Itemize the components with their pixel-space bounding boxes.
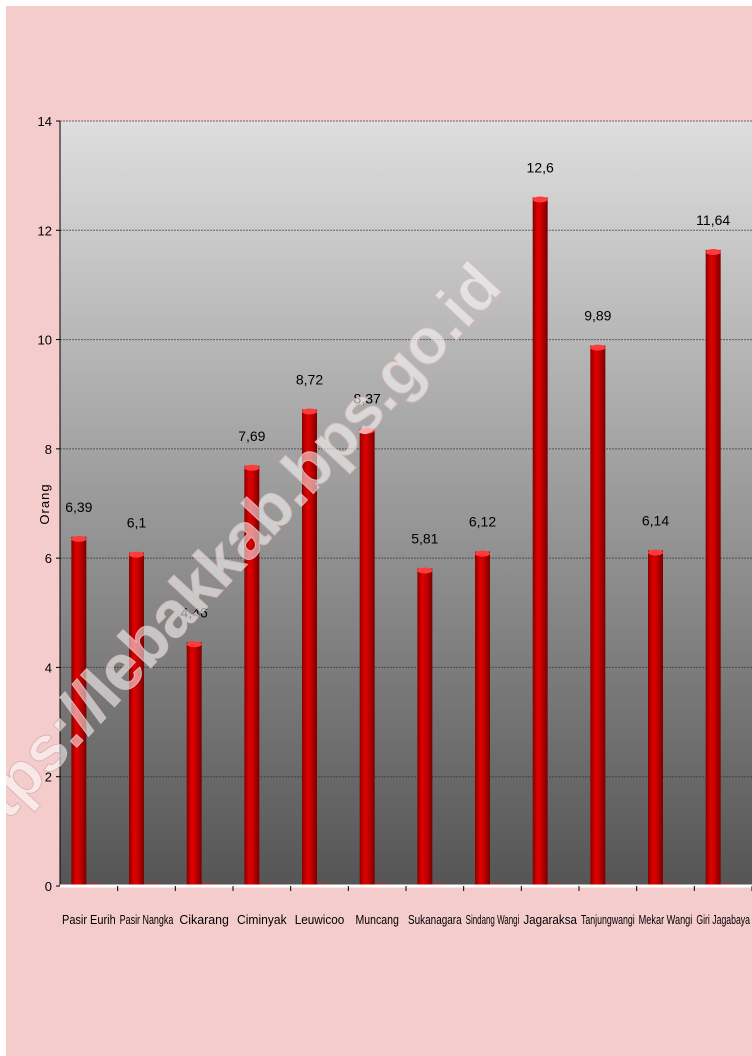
y-tick-label: 10 (38, 333, 52, 348)
bar-cap (71, 535, 87, 542)
category-label: Pasir Nangka (120, 912, 174, 927)
data-label: 7,69 (238, 428, 265, 444)
bar-cap (648, 549, 663, 556)
bar-cap (417, 567, 433, 574)
bar (648, 550, 663, 886)
bar (244, 465, 260, 886)
category-label: Ciminyak (237, 912, 287, 927)
bar-cap (129, 551, 144, 558)
y-tick-label: 14 (38, 114, 52, 129)
bar-cap (359, 427, 375, 434)
bar (417, 568, 433, 886)
data-label: 8,72 (296, 372, 323, 388)
data-label: 9,89 (584, 308, 611, 324)
bar (359, 428, 375, 886)
bar (475, 551, 490, 886)
data-label: 11,64 (696, 212, 730, 228)
data-label: 12,6 (527, 160, 554, 176)
category-label: Sindang Wangi (466, 912, 520, 927)
data-label: 6,12 (469, 514, 496, 530)
data-label: 5,81 (411, 531, 438, 547)
y-tick-label: 4 (45, 660, 52, 675)
axes (56, 120, 752, 891)
bar-chart: 0 2 4 6 8 10 12 14 6,39 Pasir Eurih 6,1 Pasir Nangk… (6, 114, 752, 927)
bar-cap (186, 641, 202, 648)
bar (129, 552, 144, 886)
bar-cap (590, 344, 606, 351)
bars (71, 196, 735, 886)
bar (532, 197, 548, 886)
data-label: 6,14 (642, 512, 669, 528)
bar (71, 536, 87, 886)
y-tick-label: 12 (38, 223, 52, 238)
labels: 0 2 4 6 8 10 12 14 6,39 Pasir Eurih 6,1 Pasir Nangk… (38, 114, 751, 927)
y-tick-label: 2 (45, 770, 52, 785)
data-label: 8,37 (354, 391, 381, 407)
chart-background: 0 2 4 6 8 10 12 14 6,39 Pasir Eurih 6,1 Pasir Nangk… (6, 6, 752, 1056)
y-tick-label: 8 (45, 442, 52, 457)
bar-cap (244, 464, 260, 471)
gridlines (60, 120, 752, 778)
y-axis-title: Orang (37, 483, 52, 524)
bar-cap (302, 408, 317, 415)
y-tick-label: 0 (45, 879, 52, 894)
data-label: 4,46 (181, 604, 208, 620)
bar (705, 249, 721, 886)
category-label: Sukanagara (408, 912, 462, 927)
bar-cap (532, 196, 548, 203)
category-label: Leuwicoo (295, 912, 345, 927)
bar (186, 642, 202, 886)
plot-area (60, 121, 752, 886)
category-label: Jagaraksa (523, 912, 577, 927)
y-tick-label: 6 (45, 551, 52, 566)
category-label: Tanjungwangi (581, 912, 635, 927)
bar-cap (705, 248, 721, 255)
bar (590, 345, 606, 886)
bar-cap (475, 550, 490, 557)
category-label: Pasir Eurih (62, 912, 116, 927)
category-label: Giri Jagabaya (696, 912, 750, 927)
data-label: 6,39 (65, 499, 92, 515)
category-label: Cikarang (179, 912, 229, 927)
category-label: Muncang (355, 912, 398, 927)
data-label: 6,1 (127, 515, 147, 531)
category-label: Mekar Wangi (639, 912, 693, 927)
bar (302, 409, 317, 886)
